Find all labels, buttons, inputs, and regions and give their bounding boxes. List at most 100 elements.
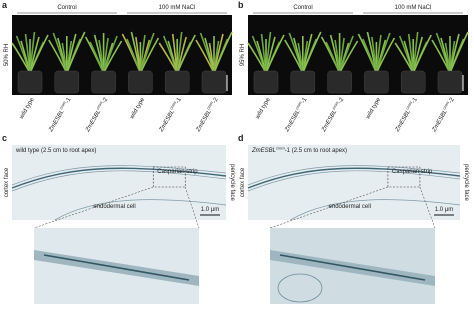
gene-suffix: -2 <box>448 96 456 104</box>
group-label: 100 mM NaCl <box>159 5 196 11</box>
gene-suffix: -1 <box>301 96 309 104</box>
genotype-label: ZmESBLcmm-2 <box>429 95 456 134</box>
scale-label: 1.0 μm <box>435 207 453 213</box>
gene-sup: cmm <box>169 100 178 111</box>
genotype-label: wild type <box>254 96 272 121</box>
membrane <box>290 199 461 221</box>
group-label: Control <box>57 5 76 11</box>
pot <box>17 70 43 94</box>
text-part: wild type <box>129 96 147 121</box>
genotype-label: ZmESBLcmm-2 <box>193 95 220 134</box>
strip-label: Casparian strip <box>157 169 198 175</box>
leaf <box>213 31 233 74</box>
panel-label: d <box>238 133 244 143</box>
panel-label: c <box>2 133 7 143</box>
panel-label: b <box>238 0 244 10</box>
side-label: cortex face <box>240 167 246 197</box>
tem-image <box>248 145 460 220</box>
side-label: cortex face <box>4 167 10 197</box>
scale-label: 1.0 μm <box>201 207 219 213</box>
genotype-label: ZmESBLcmm-1 <box>282 95 309 134</box>
membrane <box>54 199 227 221</box>
gene-suffix: -2 <box>337 96 345 104</box>
genotype-label: wild type <box>129 96 147 121</box>
pot <box>327 70 352 94</box>
gene-name: ZmESBL <box>284 109 302 134</box>
group-label: Control <box>293 5 312 11</box>
leaf <box>302 31 322 74</box>
inset-cell <box>277 273 323 303</box>
pot <box>400 70 426 94</box>
text-part: wild type (2.5 cm to root apex) <box>15 148 96 154</box>
pot <box>54 70 80 94</box>
gene-sup: cmm <box>405 100 414 111</box>
inset-strip <box>279 254 426 281</box>
zoom-box <box>387 166 421 188</box>
photo <box>12 15 232 95</box>
gene-suffix: -1 <box>175 96 183 104</box>
gene-suffix: -2 <box>212 96 220 104</box>
gene-suffix: -1 <box>65 96 73 104</box>
gene-suffix: -2 <box>101 96 109 104</box>
panel-label: a <box>2 0 8 10</box>
gene-suffix: -1 (2.5 cm to root apex) <box>285 148 347 154</box>
photo <box>248 15 468 95</box>
side-label: pericycle face <box>229 164 235 201</box>
image-title: ZmESBLcmm-1 (2.5 cm to root apex) <box>251 146 347 155</box>
gene-name: ZmESBL <box>431 109 449 134</box>
gene-sup: cmm <box>58 100 67 111</box>
leaf <box>412 34 432 74</box>
membrane <box>11 167 227 189</box>
leaf <box>265 34 285 74</box>
gene-name: ZmESBL <box>158 109 176 134</box>
genotype-label: wild type <box>365 96 383 121</box>
gene-sup: cmm <box>205 100 214 111</box>
membrane <box>247 167 461 189</box>
gene-sup: cmm <box>95 100 104 111</box>
pot <box>253 70 279 94</box>
image-title: wild type (2.5 cm to root apex) <box>15 148 96 154</box>
gene-name: ZmESBL <box>394 109 412 134</box>
membrane <box>247 170 461 192</box>
pot <box>164 70 190 94</box>
membrane <box>11 170 227 192</box>
strip-label: Casparian strip <box>392 169 433 175</box>
leaf <box>29 34 49 74</box>
side-label: pericycle face <box>463 164 469 201</box>
inset-strip <box>43 254 190 281</box>
genotype-label: ZmESBLcmm-1 <box>46 95 73 134</box>
zoom-line <box>33 186 154 229</box>
leaf <box>449 31 469 74</box>
gene-name: ZmESBL <box>48 109 66 134</box>
zoom-line <box>185 186 200 229</box>
tem-image <box>12 145 226 220</box>
cell-label: endodermal cell <box>329 204 371 210</box>
pot <box>364 70 389 94</box>
membrane <box>11 165 227 186</box>
gene-sup: cmm <box>294 100 303 111</box>
genotype-label: wild type <box>18 96 36 121</box>
leaf <box>102 40 123 74</box>
gene-name: ZmESBL <box>85 109 103 134</box>
pot <box>91 70 116 94</box>
leaf <box>338 40 359 74</box>
zoom-box <box>152 166 186 188</box>
gene-name: ZmESBL <box>195 109 213 134</box>
pot <box>128 70 153 94</box>
gene-sup: cmm <box>441 100 450 111</box>
pot <box>201 70 227 94</box>
leaf <box>66 31 86 74</box>
pot <box>290 70 316 94</box>
text-part: wild type <box>254 96 272 121</box>
text-part: wild type <box>365 96 383 121</box>
zoom-line <box>419 186 436 229</box>
gene-name: ZmESBL <box>321 109 339 134</box>
text-part: wild type <box>18 96 36 121</box>
genotype-label: ZmESBLcmm-2 <box>318 95 345 134</box>
genotype-label: ZmESBLcmm-1 <box>392 95 419 134</box>
pot <box>437 70 463 94</box>
condition-label: 95% RH <box>240 44 246 66</box>
group-label: 100 mM NaCl <box>395 5 432 11</box>
membrane <box>247 165 461 186</box>
leaf <box>176 34 196 74</box>
